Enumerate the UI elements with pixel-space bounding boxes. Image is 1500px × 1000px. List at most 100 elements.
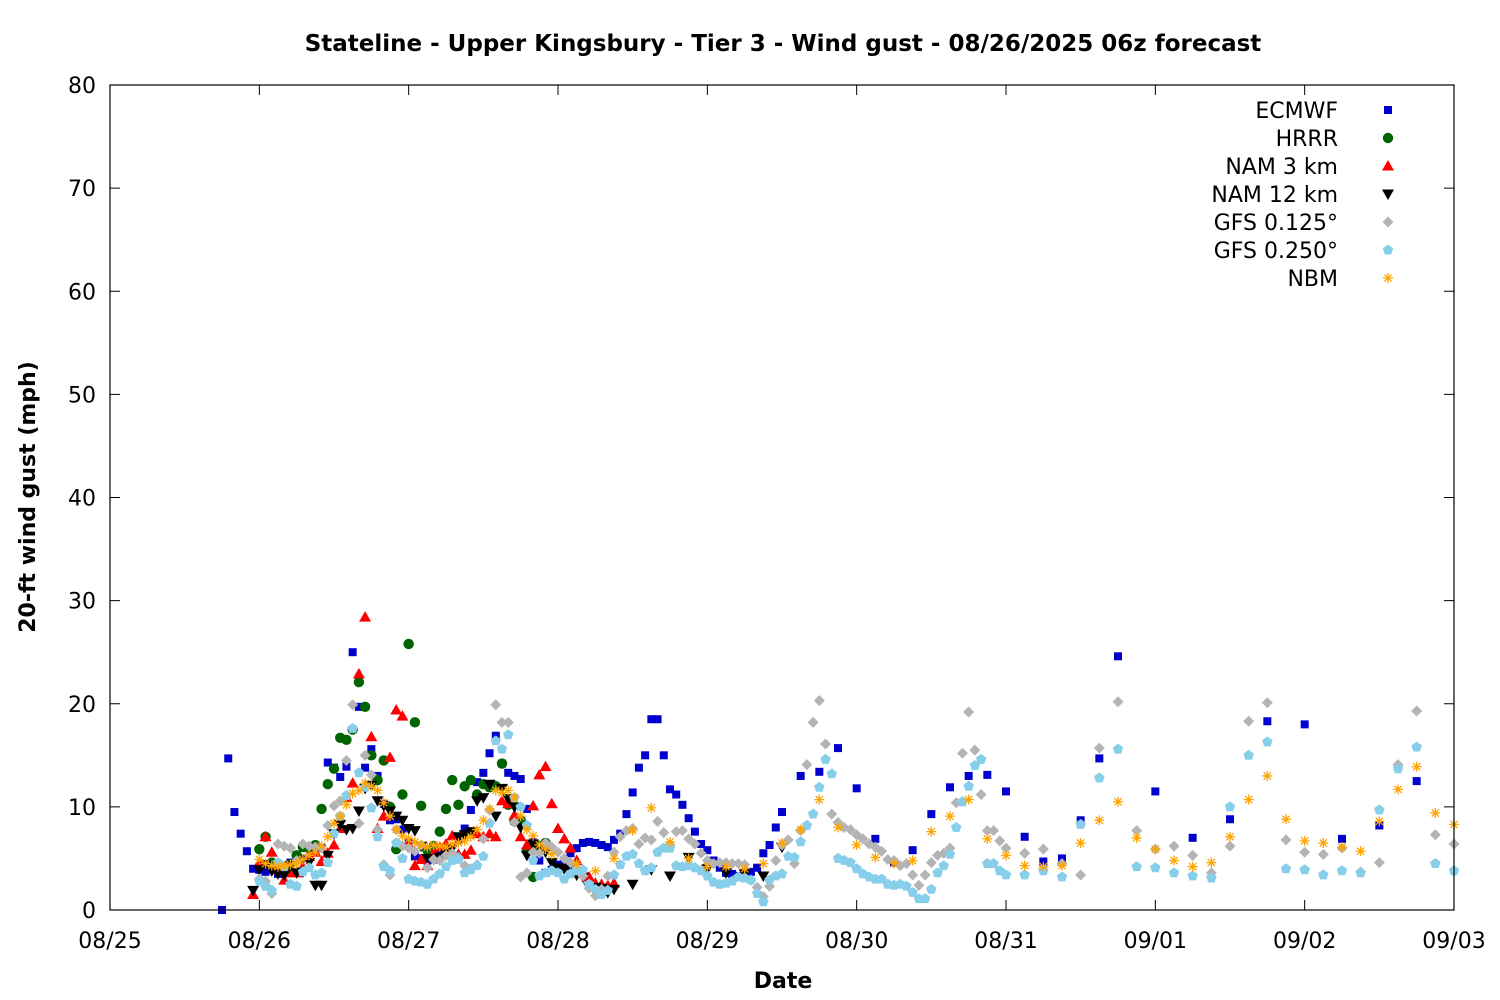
data-point: [1113, 796, 1123, 807]
data-point: [645, 834, 657, 846]
data-point: [266, 860, 277, 871]
data-point: [609, 853, 619, 864]
data-point: [347, 699, 359, 711]
data-point: [1224, 801, 1236, 812]
data-point: [771, 823, 780, 832]
data-point: [359, 701, 371, 713]
data-point: [1150, 844, 1161, 855]
data-point: [876, 873, 887, 884]
data-point: [751, 888, 763, 898]
data-point: [633, 838, 645, 850]
data-point: [1056, 871, 1068, 882]
data-point: [1430, 808, 1441, 819]
data-point: [477, 793, 490, 804]
data-point: [659, 751, 668, 760]
data-point: [485, 749, 494, 758]
data-point: [484, 803, 495, 814]
x-tick-label: 08/27: [377, 929, 440, 954]
data-point: [714, 857, 726, 869]
data-point: [440, 803, 452, 815]
data-point: [242, 847, 251, 856]
data-point: [757, 871, 770, 882]
data-point: [372, 785, 383, 796]
data-point: [341, 799, 352, 810]
data-point: [672, 790, 681, 799]
data-point: [533, 768, 546, 780]
data-point: [434, 841, 445, 852]
data-point: [341, 790, 352, 800]
data-point: [352, 667, 365, 679]
data-point: [1075, 837, 1086, 848]
data-point: [496, 794, 508, 806]
data-point: [384, 751, 396, 762]
data-points: [218, 611, 1460, 914]
data-point: [521, 867, 533, 879]
data-point: [434, 868, 445, 879]
data-point: [497, 787, 507, 798]
data-point: [628, 788, 637, 797]
data-point: [901, 880, 912, 891]
legend-marker: [1382, 189, 1394, 200]
data-point: [626, 879, 639, 891]
data-point: [291, 880, 302, 891]
legend: ECMWF HRRR NAM 3 km NAM 12 km GFS 0.125° GFS …: [1211, 99, 1394, 292]
data-point: [516, 775, 525, 784]
data-point: [1020, 832, 1029, 841]
data-point: [247, 885, 260, 897]
data-point: [520, 839, 533, 850]
data-point: [664, 871, 676, 882]
data-point: [1112, 696, 1124, 708]
data-point: [408, 859, 421, 871]
data-point: [1318, 837, 1329, 848]
data-point: [1112, 743, 1124, 754]
data-point: [652, 815, 664, 827]
data-point: [478, 815, 489, 826]
data-point: [1131, 832, 1142, 843]
data-point: [315, 880, 328, 892]
data-point: [702, 870, 713, 881]
x-tick-label: 08/30: [825, 929, 888, 954]
data-point: [963, 780, 974, 791]
data-point: [471, 860, 483, 871]
data-point: [1317, 848, 1329, 860]
data-point: [366, 781, 377, 792]
data-point: [633, 858, 645, 868]
data-point: [346, 824, 359, 835]
data-point: [753, 863, 762, 872]
data-point: [361, 763, 370, 772]
data-point: [578, 838, 587, 847]
data-point: [634, 763, 643, 772]
data-point: [284, 842, 296, 854]
legend-label: ECMWF: [1255, 99, 1338, 124]
legend-label: GFS 0.125°: [1214, 211, 1338, 236]
data-point: [1168, 840, 1180, 852]
y-tick-label: 70: [68, 177, 96, 202]
data-point: [739, 863, 750, 874]
data-point: [646, 802, 657, 813]
data-point: [795, 824, 806, 835]
data-point: [925, 857, 937, 869]
data-point: [1392, 763, 1404, 774]
data-point: [1000, 869, 1012, 880]
data-point: [1131, 825, 1143, 837]
data-point: [310, 847, 321, 858]
y-tick-label: 40: [68, 487, 96, 512]
legend-marker: [1382, 244, 1394, 255]
legend-marker: [1382, 132, 1394, 144]
data-point: [316, 841, 327, 852]
data-point: [403, 638, 414, 650]
data-point: [1075, 869, 1087, 881]
data-point: [1225, 831, 1235, 842]
data-point: [316, 803, 327, 815]
data-point: [801, 759, 813, 771]
data-point: [1280, 834, 1292, 846]
data-point: [490, 699, 502, 711]
data-point: [328, 839, 340, 850]
data-point: [907, 869, 919, 881]
data-point: [608, 869, 620, 880]
data-point: [522, 804, 531, 813]
data-point: [558, 832, 571, 844]
data-point: [539, 760, 552, 772]
data-point: [477, 833, 489, 845]
data-point: [870, 852, 881, 863]
